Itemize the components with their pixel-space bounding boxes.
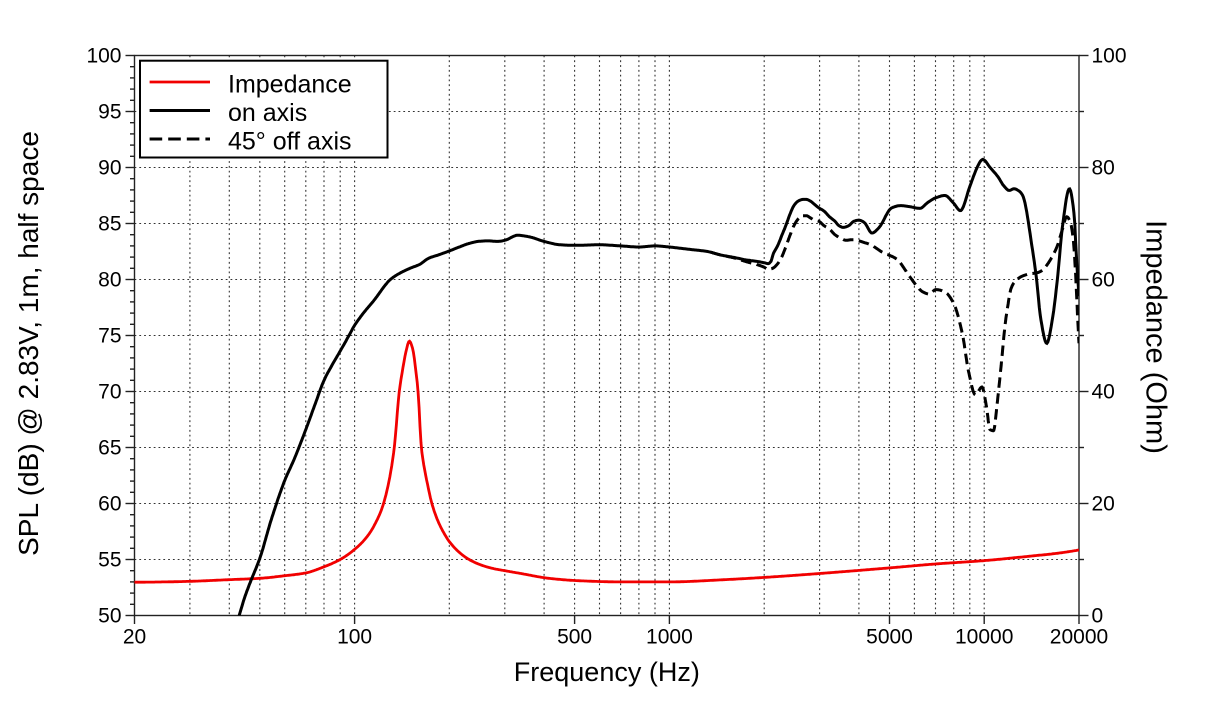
svg-text:45° off axis: 45° off axis — [228, 128, 352, 156]
svg-text:100: 100 — [86, 45, 121, 68]
svg-text:55: 55 — [98, 549, 121, 572]
svg-text:40: 40 — [1092, 381, 1115, 404]
svg-text:50: 50 — [98, 605, 121, 628]
svg-text:60: 60 — [1092, 269, 1115, 292]
svg-text:5000: 5000 — [866, 626, 913, 649]
svg-text:60: 60 — [98, 493, 121, 516]
svg-text:Impedance (Ohm): Impedance (Ohm) — [1140, 220, 1172, 454]
svg-text:100: 100 — [1092, 45, 1127, 68]
svg-text:500: 500 — [557, 626, 592, 649]
svg-text:20: 20 — [1092, 493, 1115, 516]
svg-text:Impedance: Impedance — [228, 71, 352, 99]
svg-text:20000: 20000 — [1050, 626, 1108, 649]
svg-text:95: 95 — [98, 101, 121, 124]
svg-text:85: 85 — [98, 213, 121, 236]
svg-text:on axis: on axis — [228, 99, 307, 127]
svg-text:0: 0 — [1092, 605, 1104, 628]
svg-text:SPL (dB) @ 2.83V, 1m, half spa: SPL (dB) @ 2.83V, 1m, half space — [13, 131, 44, 556]
svg-text:70: 70 — [98, 381, 121, 404]
svg-text:75: 75 — [98, 325, 121, 348]
svg-text:80: 80 — [98, 269, 121, 292]
svg-text:Frequency (Hz): Frequency (Hz) — [514, 657, 700, 687]
svg-text:20: 20 — [123, 626, 146, 649]
svg-text:65: 65 — [98, 437, 121, 460]
svg-text:1000: 1000 — [646, 626, 693, 649]
svg-text:10000: 10000 — [955, 626, 1013, 649]
svg-text:100: 100 — [337, 626, 372, 649]
svg-text:80: 80 — [1092, 157, 1115, 180]
svg-text:90: 90 — [98, 157, 121, 180]
